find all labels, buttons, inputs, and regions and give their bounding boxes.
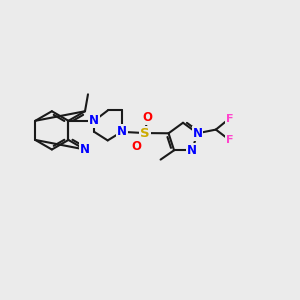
Text: F: F	[226, 135, 233, 145]
Text: O: O	[131, 140, 141, 153]
Text: N: N	[117, 125, 127, 138]
Text: F: F	[226, 114, 233, 124]
Text: N: N	[193, 127, 202, 140]
Text: N: N	[89, 114, 99, 127]
Text: N: N	[80, 143, 90, 156]
Text: S: S	[140, 127, 150, 140]
Text: O: O	[142, 111, 152, 124]
Text: N: N	[187, 144, 197, 157]
